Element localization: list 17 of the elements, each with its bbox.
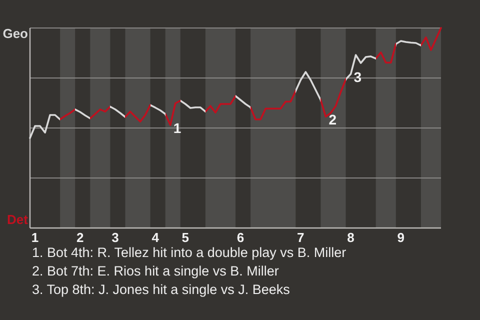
x-tick-label: 4 bbox=[152, 230, 160, 245]
annotation: 2 bbox=[328, 112, 337, 128]
text: 2. Bot 7th: E. Rios hit a single vs B. Miller bbox=[32, 264, 280, 278]
text: Det bbox=[7, 212, 29, 227]
x-tick-label: 6 bbox=[236, 230, 244, 245]
annotation: 1 bbox=[173, 120, 182, 136]
x-tick-label: 7 bbox=[297, 230, 304, 245]
text: 1. Bot 4th: R. Tellez hit into a double play vs B. Miller bbox=[32, 245, 347, 260]
x-tick-label: 9 bbox=[397, 230, 405, 245]
text: Geo bbox=[2, 26, 28, 41]
x-tick-label: 3 bbox=[112, 230, 119, 245]
x-tick-label: 1 bbox=[31, 230, 39, 245]
annotation: 3 bbox=[354, 69, 362, 85]
x-tick-label: 5 bbox=[182, 230, 189, 245]
x-tick-label: 8 bbox=[347, 230, 354, 245]
x-tick-label: 2 bbox=[76, 230, 84, 245]
text: 3. Top 8th: J. Jones hit a single vs J. Beeks bbox=[32, 282, 290, 297]
